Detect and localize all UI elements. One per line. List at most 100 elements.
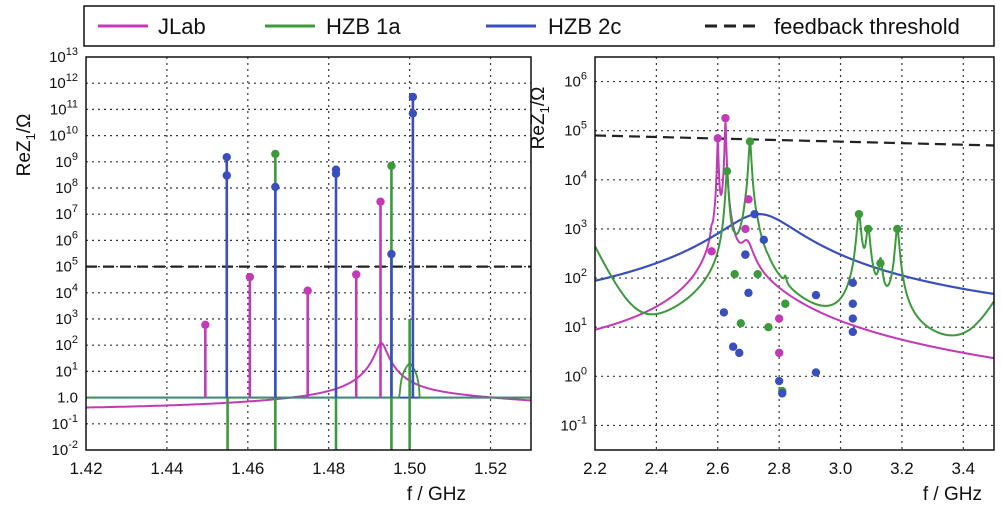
data-point	[713, 134, 722, 143]
data-point	[848, 278, 858, 288]
legend-label-hzb1a: HZB 1a	[326, 14, 401, 39]
data-point	[848, 314, 858, 323]
y-tick-label: 1.0	[57, 390, 78, 407]
right-plot-frame	[594, 56, 995, 451]
data-point	[848, 299, 858, 308]
legend-label-hzb2c: HZB 2c	[548, 14, 621, 39]
legend: JLab HZB 1a HZB 2c feedback threshold	[83, 5, 995, 47]
data-point	[271, 149, 280, 159]
right-y-axis-label: ReZ1/Ω	[528, 87, 552, 150]
x-tick-label: 2.6	[706, 459, 730, 478]
data-point	[387, 249, 396, 259]
y-tick-label: 102	[55, 334, 78, 354]
y-tick-label: 10-1	[561, 414, 587, 434]
data-point	[408, 92, 418, 102]
y-tick-label: 106	[55, 229, 78, 249]
x-tick-label: 3.2	[890, 459, 914, 478]
left-y-axis-label: ReZ1/Ω	[14, 114, 38, 177]
data-point	[781, 299, 790, 308]
jlab-curve	[595, 122, 994, 360]
data-point	[331, 169, 341, 178]
x-tick-label: 1.48	[312, 459, 345, 478]
x-tick-label: 1.46	[231, 459, 264, 478]
data-point	[741, 250, 750, 259]
data-point	[222, 171, 231, 180]
data-point	[728, 342, 738, 351]
y-tick-label: 1013	[49, 46, 78, 66]
left-x-axis-label: f / GHz	[407, 484, 466, 505]
data-point	[735, 348, 744, 358]
y-tick-label: 105	[55, 256, 78, 276]
right-ticks: 2.2 2.4 2.6 2.8 3.0 3.2 3.4 10-1 100 101 102 103 104…	[561, 71, 976, 478]
data-point	[744, 288, 753, 298]
data-point	[387, 161, 396, 171]
y-tick-label: 10-2	[52, 439, 78, 459]
data-point	[271, 182, 280, 192]
y-tick-label: 1012	[49, 72, 78, 92]
y-tick-label: 1010	[49, 125, 78, 145]
data-point	[719, 308, 729, 317]
right-x-axis-label: f / GHz	[923, 484, 982, 505]
y-tick-label: 104	[55, 282, 78, 302]
x-tick-label: 2.8	[767, 459, 791, 478]
right-panel: 2.2 2.4 2.6 2.8 3.0 3.2 3.4 10-1 100 101 102 103 104…	[528, 56, 995, 505]
y-tick-label: 103	[55, 308, 78, 328]
y-tick-label: 1011	[50, 98, 78, 118]
data-point	[201, 320, 210, 330]
right-grid	[595, 57, 994, 450]
legend-label-threshold: feedback threshold	[774, 14, 960, 39]
data-point	[811, 290, 821, 300]
legend-frame	[83, 5, 995, 47]
left-panel: 1.42 1.44 1.46 1.48 1.50 1.52 10-2 10-1 1.0 101 10…	[14, 46, 532, 505]
x-tick-label: 3.4	[951, 459, 975, 478]
data-point	[376, 197, 385, 206]
data-point	[352, 270, 361, 279]
data-point	[736, 319, 745, 328]
y-tick-label: 106	[564, 71, 587, 91]
left-series	[86, 92, 531, 450]
y-tick-label: 108	[55, 177, 78, 197]
hzb2c-curve	[595, 213, 994, 295]
y-tick-label: 103	[564, 218, 587, 238]
data-point	[245, 272, 255, 282]
data-point	[750, 209, 759, 219]
data-point	[741, 224, 750, 234]
left-plot-frame	[85, 56, 532, 451]
left-ticks: 1.42 1.44 1.46 1.48 1.50 1.52 10-2 10-1 1.0 101 10…	[49, 46, 507, 478]
y-tick-label: 101	[564, 316, 587, 336]
data-point	[848, 327, 858, 337]
y-tick-label: 105	[564, 120, 587, 140]
data-point	[721, 113, 730, 123]
x-tick-label: 1.42	[69, 459, 102, 478]
data-point	[774, 314, 784, 323]
data-point	[744, 195, 753, 204]
data-point	[759, 235, 769, 245]
data-point	[876, 259, 885, 268]
data-point	[753, 269, 762, 279]
data-point	[722, 166, 732, 176]
y-tick-label: 109	[55, 151, 78, 171]
y-tick-label: 107	[55, 203, 78, 223]
x-tick-label: 1.44	[150, 459, 183, 478]
data-point	[811, 368, 821, 377]
y-tick-label: 100	[564, 365, 587, 385]
data-point	[778, 389, 787, 398]
hzb1a-curve	[595, 138, 994, 337]
data-point	[303, 286, 312, 295]
threshold-line	[595, 134, 994, 147]
data-point	[854, 209, 864, 219]
y-tick-label: 101	[55, 360, 78, 380]
data-point	[893, 224, 902, 234]
x-tick-label: 2.4	[645, 459, 669, 478]
data-point	[764, 322, 773, 332]
data-point	[707, 247, 716, 256]
right-series	[595, 113, 994, 398]
data-point	[774, 376, 784, 386]
x-tick-label: 2.2	[583, 459, 607, 478]
data-point	[745, 137, 755, 146]
x-tick-label: 1.52	[474, 459, 507, 478]
x-tick-label: 1.50	[393, 459, 426, 478]
data-point	[222, 152, 231, 162]
y-tick-label: 104	[564, 169, 587, 189]
